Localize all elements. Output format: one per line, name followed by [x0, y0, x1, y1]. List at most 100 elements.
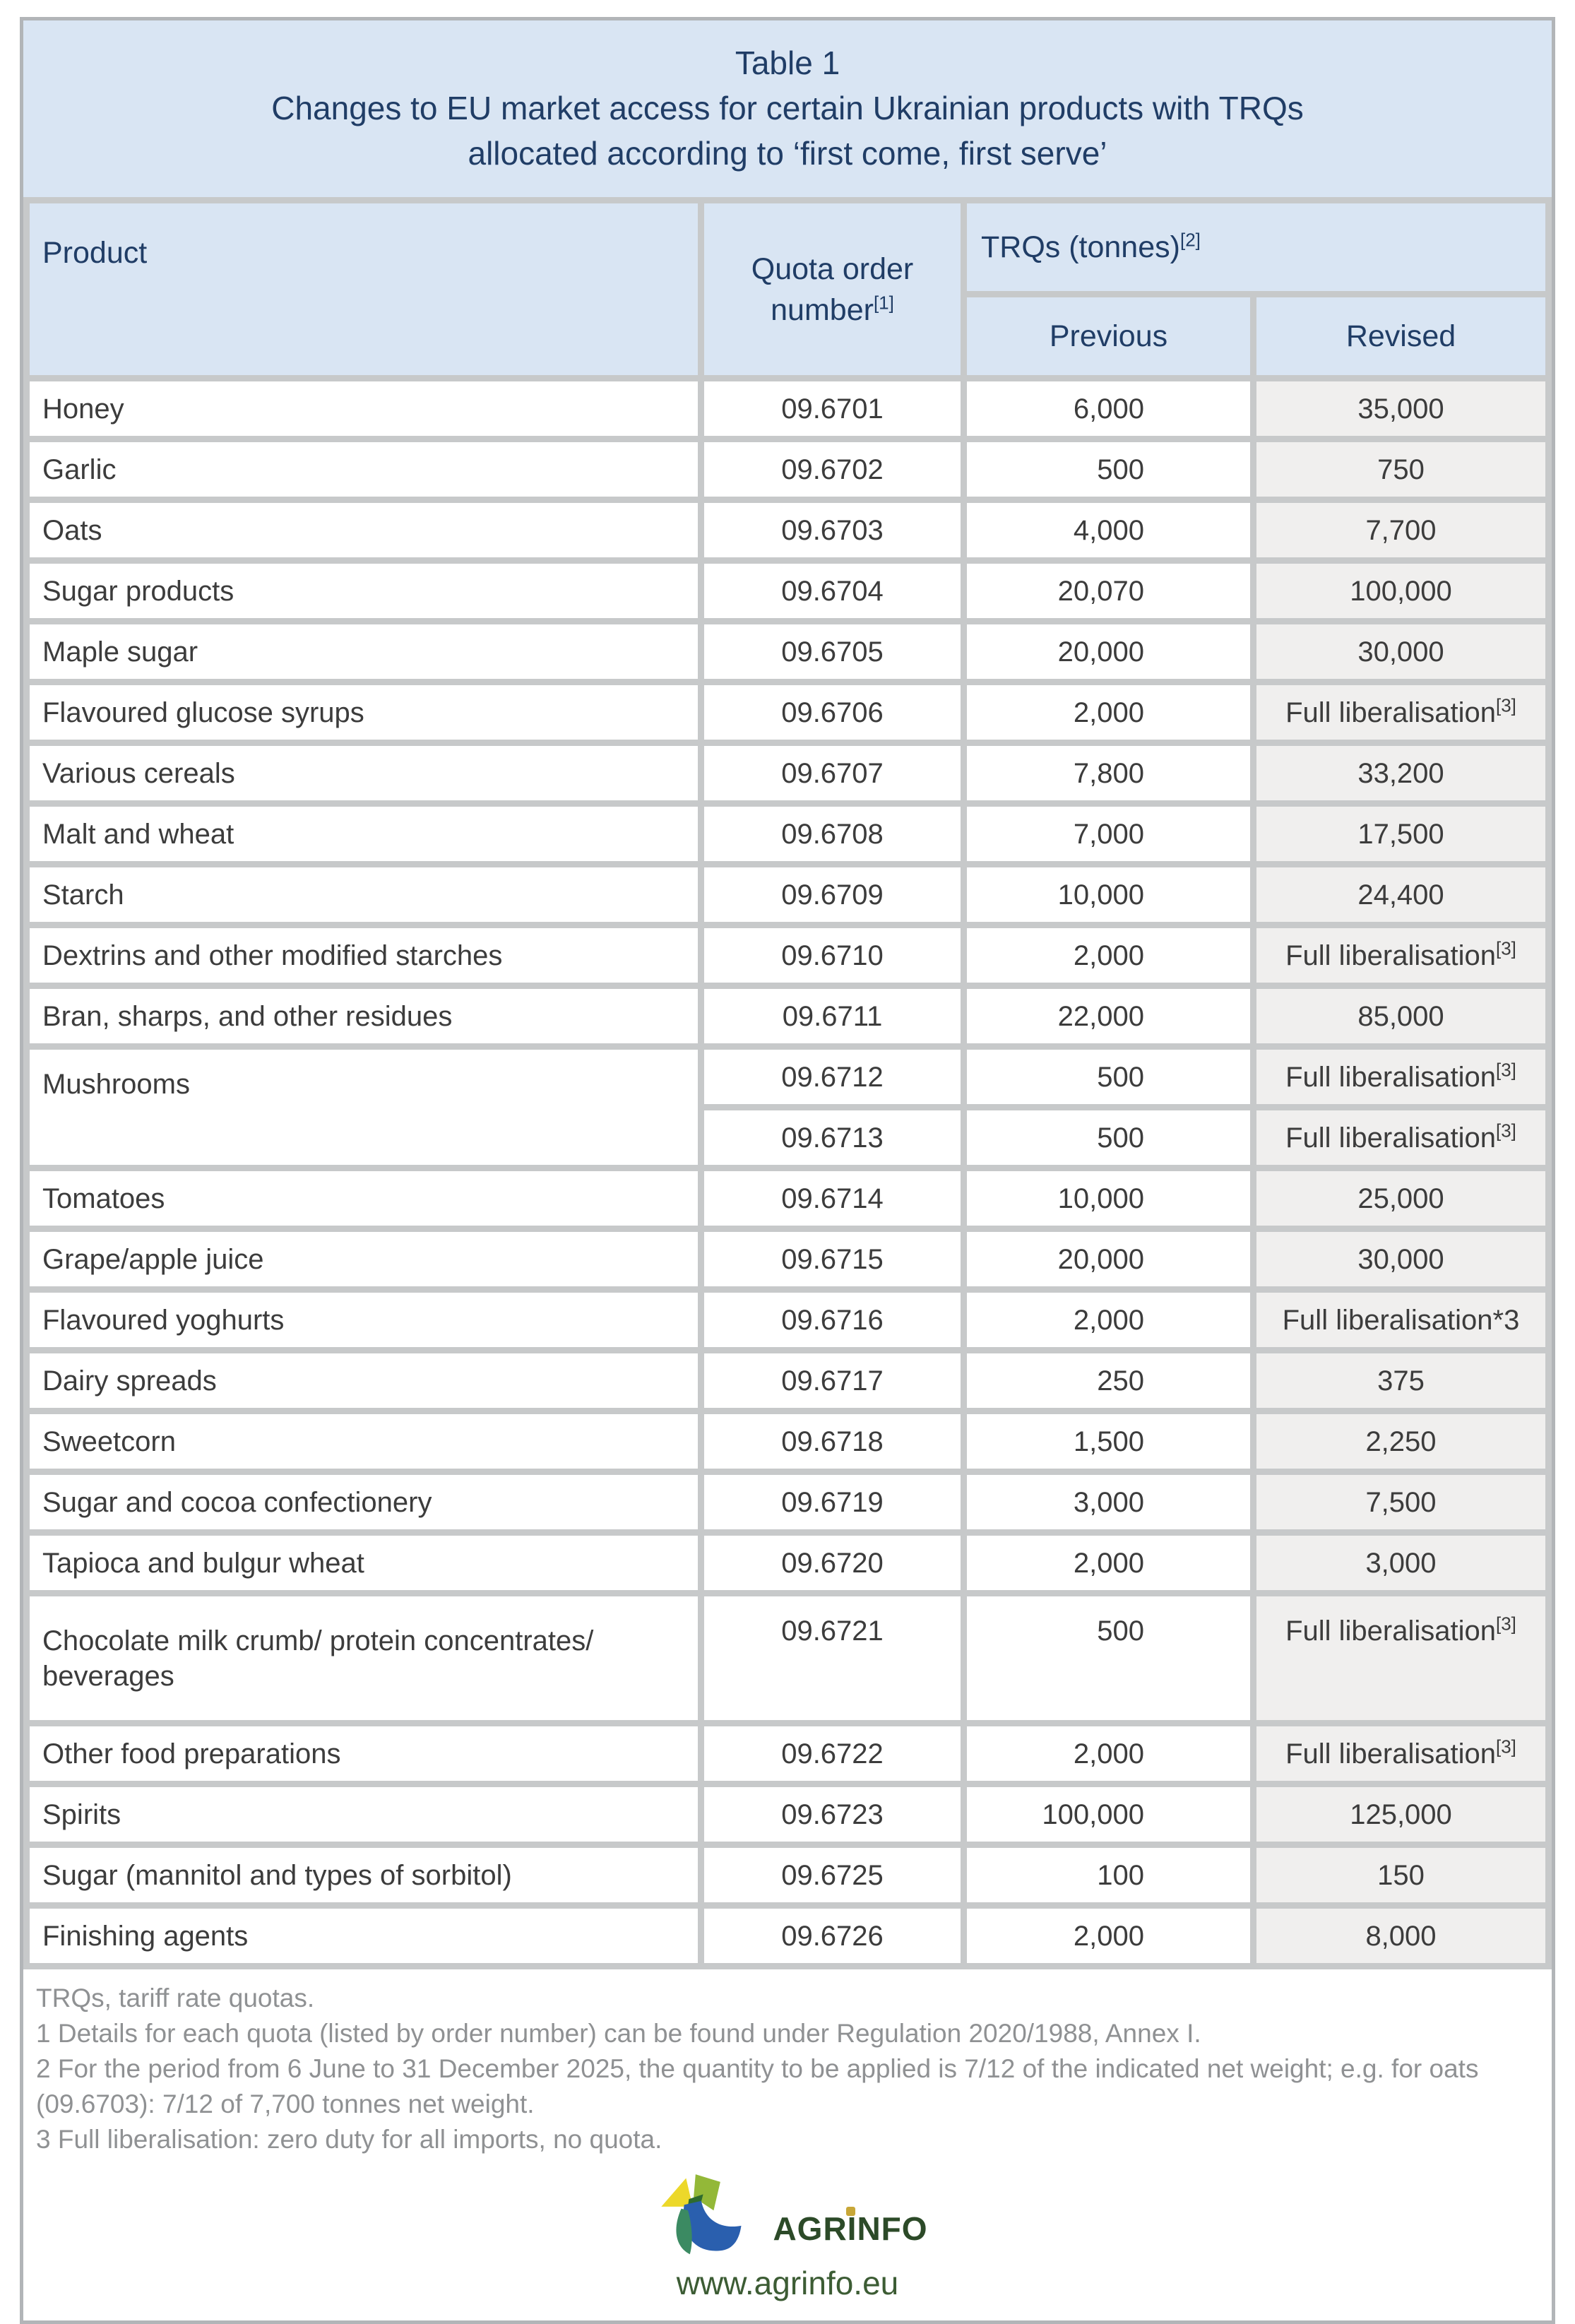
- revised-value: Full liberalisation: [1285, 1061, 1496, 1093]
- revised-value: Full liberalisation: [1285, 939, 1496, 971]
- table-row: Sugar and cocoa confectionery 09.6719 3,…: [23, 1469, 1552, 1536]
- revised-cell: 33,200: [1250, 740, 1552, 807]
- revised-value: 7,700: [1365, 514, 1437, 546]
- header-row-1: Product Quota order number[1] TRQs (tonn…: [23, 197, 1552, 381]
- product-cell: Spirits: [23, 1781, 704, 1848]
- product-cell: Tapioca and bulgur wheat: [23, 1529, 704, 1596]
- quota-cell: 09.6717: [698, 1347, 967, 1414]
- agrinfo-bird-icon: [661, 2174, 742, 2255]
- product-cell: Honey: [23, 375, 704, 442]
- revised-cell: 17,500: [1250, 800, 1552, 867]
- quota-cell: 09.6716: [698, 1286, 967, 1353]
- table-row: Malt and wheat 09.6708 7,000 17,500: [23, 800, 1552, 867]
- quota-header-label: Quota order number: [751, 251, 914, 327]
- revised-value: 7,500: [1365, 1486, 1437, 1518]
- table-row: Mushrooms 09.6712 500 Full liberalisatio…: [23, 1043, 1552, 1171]
- revised-cell: 25,000: [1250, 1165, 1552, 1232]
- product-cell: Dextrins and other modified starches: [23, 922, 704, 989]
- revised-cell: 2,250: [1250, 1408, 1552, 1475]
- table-row: Other food preparations 09.6722 2,000 Fu…: [23, 1720, 1552, 1787]
- product-cell: Garlic: [23, 436, 704, 503]
- revised-value: 100,000: [1350, 575, 1452, 607]
- revised-cell: 125,000: [1250, 1781, 1552, 1848]
- previous-cell: 500: [961, 1043, 1256, 1110]
- revised-cell: 7,700: [1250, 497, 1552, 564]
- table-row: Spirits 09.6723 100,000 125,000: [23, 1781, 1552, 1848]
- table-row: Finishing agents 09.6726 2,000 8,000: [23, 1902, 1552, 1969]
- product-cell: Flavoured yoghurts: [23, 1286, 704, 1353]
- agrinfo-logo: AGRINFO: [647, 2169, 927, 2259]
- column-header-product: Product: [23, 197, 704, 381]
- trqs-header-footnote-ref: [2]: [1179, 229, 1201, 251]
- product-cell: Bran, sharps, and other residues: [23, 983, 704, 1050]
- revised-cell: 100,000: [1250, 557, 1552, 624]
- column-header-previous: Previous: [961, 291, 1256, 381]
- revised-cell: Full liberalisation[3]: [1250, 679, 1552, 746]
- product-cell: Sugar (mannitol and types of sorbitol): [23, 1842, 704, 1909]
- product-cell: Mushrooms: [23, 1043, 704, 1171]
- table-title-line3: allocated according to ‘first come, firs…: [468, 135, 1107, 172]
- revised-value: Full liberalisation*3: [1282, 1304, 1520, 1336]
- revised-value: 750: [1377, 453, 1425, 485]
- previous-cell: 2,000: [961, 679, 1256, 746]
- previous-cell: 100: [961, 1842, 1256, 1909]
- quota-cell: 09.6726: [698, 1902, 967, 1969]
- product-cell: Starch: [23, 861, 704, 928]
- product-cell: Dairy spreads: [23, 1347, 704, 1414]
- footnotes: TRQs, tariff rate quotas. 1 Details for …: [23, 1969, 1552, 2166]
- trqs-header-label: TRQs (tonnes): [981, 230, 1180, 264]
- revised-cell: Full liberalisation[3]: [1250, 1043, 1552, 1110]
- quota-cell: 09.6721: [698, 1590, 967, 1726]
- trq-table: Product Quota order number[1] TRQs (tonn…: [23, 197, 1552, 1969]
- previous-cell: 2,000: [961, 922, 1256, 989]
- revised-value: 30,000: [1357, 1243, 1444, 1275]
- product-cell: Finishing agents: [23, 1902, 704, 1969]
- product-cell: Various cereals: [23, 740, 704, 807]
- product-cell: Flavoured glucose syrups: [23, 679, 704, 746]
- previous-cell: 500: [961, 1590, 1256, 1726]
- previous-cell: 20,000: [961, 1226, 1256, 1293]
- previous-cell: 100,000: [961, 1781, 1256, 1848]
- column-header-trqs-tonnes: TRQs (tonnes)[2]: [961, 197, 1552, 297]
- footnote-2: 2 For the period from 6 June to 31 Decem…: [36, 2054, 1479, 2118]
- table-row: Maple sugar 09.6705 20,000 30,000: [23, 618, 1552, 685]
- revised-footnote-ref: [3]: [1496, 1120, 1516, 1142]
- revised-value: 17,500: [1357, 818, 1444, 850]
- product-cell: Tomatoes: [23, 1165, 704, 1232]
- table-title-line1: Table 1: [735, 45, 840, 81]
- table-row: Tomatoes 09.6714 10,000 25,000: [23, 1165, 1552, 1232]
- revised-footnote-ref: [3]: [1496, 937, 1516, 959]
- quota-cell: 09.6715: [698, 1226, 967, 1293]
- quota-cell: 09.6722: [698, 1720, 967, 1787]
- table-row: Bran, sharps, and other residues 09.6711…: [23, 983, 1552, 1050]
- product-cell: Oats: [23, 497, 704, 564]
- table-row: Starch 09.6709 10,000 24,400: [23, 861, 1552, 928]
- footnote-abbreviation: TRQs, tariff rate quotas.: [36, 1984, 315, 2012]
- revised-value: Full liberalisation: [1285, 1738, 1496, 1769]
- footnote-1: 1 Details for each quota (listed by orde…: [36, 2019, 1201, 2048]
- quota-cell: 09.6720: [698, 1529, 967, 1596]
- table-row: Honey 09.6701 6,000 35,000: [23, 375, 1552, 442]
- table-row: Dextrins and other modified starches 09.…: [23, 922, 1552, 989]
- quota-cell: 09.6711: [698, 983, 967, 1050]
- footer: AGRINFO www.agrinfo.eu: [23, 2166, 1552, 2320]
- quota-cell: 09.6709: [698, 861, 967, 928]
- revised-cell: 30,000: [1250, 1226, 1552, 1293]
- revised-cell: 85,000: [1250, 983, 1552, 1050]
- website-link[interactable]: www.agrinfo.eu: [676, 2265, 899, 2301]
- previous-cell: 2,000: [961, 1286, 1256, 1353]
- previous-cell: 10,000: [961, 1165, 1256, 1232]
- table-row: Garlic 09.6702 500 750: [23, 436, 1552, 503]
- quota-cell: 09.6705: [698, 618, 967, 685]
- revised-value: 3,000: [1365, 1547, 1437, 1579]
- previous-cell: 2,000: [961, 1902, 1256, 1969]
- revised-footnote-ref: [3]: [1496, 1736, 1516, 1757]
- logo-i-dot: [846, 2207, 856, 2216]
- revised-cell: 35,000: [1250, 375, 1552, 442]
- revised-value: Full liberalisation: [1285, 1122, 1496, 1154]
- document-card: Table 1 Changes to EU market access for …: [20, 17, 1555, 2324]
- quota-cell: 09.6703: [698, 497, 967, 564]
- revised-value: 125,000: [1350, 1798, 1452, 1830]
- quota-cell: 09.6718: [698, 1408, 967, 1475]
- previous-cell: 4,000: [961, 497, 1256, 564]
